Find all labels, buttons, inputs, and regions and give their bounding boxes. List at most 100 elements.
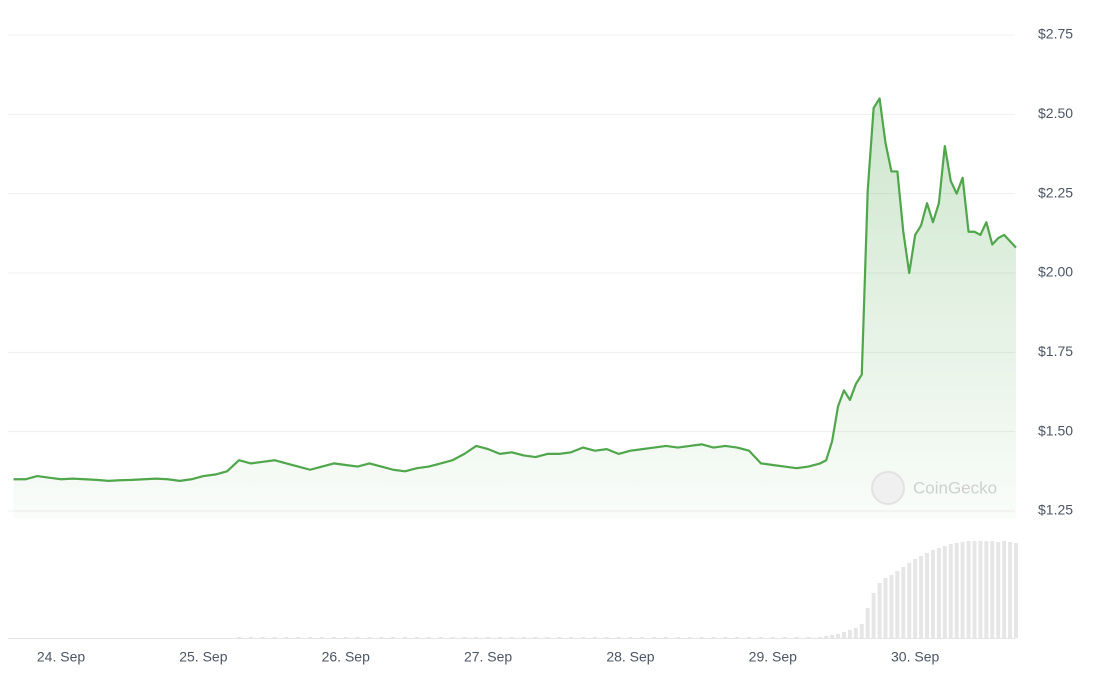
volume-bar — [236, 637, 241, 638]
y-tick-label: $1.25 — [1038, 502, 1073, 518]
volume-bar — [859, 624, 864, 638]
volume-bar — [687, 637, 692, 638]
volume-bar — [883, 578, 888, 638]
volume-bar — [836, 634, 841, 638]
volume-bar — [367, 637, 372, 638]
volume-bar — [521, 637, 526, 638]
volume-bar — [824, 636, 829, 638]
x-tick-label: 30. Sep — [891, 649, 939, 665]
watermark-text: CoinGecko — [913, 478, 997, 497]
volume-bar — [948, 544, 953, 638]
volume-bar — [414, 637, 419, 638]
volume-bar — [919, 556, 924, 638]
volume-bar — [260, 637, 265, 638]
volume-bar — [497, 637, 502, 638]
volume-bar — [331, 637, 336, 638]
watermark: CoinGecko — [871, 471, 997, 505]
volume-bar — [557, 637, 562, 638]
volume-bar — [652, 637, 657, 638]
y-tick-label: $1.75 — [1038, 343, 1073, 359]
volume-bar — [747, 637, 752, 638]
x-tick-label: 26. Sep — [322, 649, 370, 665]
volume-bar — [664, 637, 669, 638]
volume-bar — [913, 559, 918, 638]
volume-bar — [1002, 541, 1007, 638]
volume-bar — [806, 637, 811, 638]
y-tick-label: $2.75 — [1038, 26, 1073, 42]
watermark-logo — [871, 471, 905, 505]
volume-bar — [865, 608, 870, 638]
y-tick-label: $1.50 — [1038, 422, 1073, 438]
volume-bar — [841, 632, 846, 638]
volume-bar — [1008, 542, 1013, 638]
volume-bar — [616, 637, 621, 638]
volume-bar — [901, 567, 906, 638]
volume-bar — [320, 637, 325, 638]
volume-bar — [569, 637, 574, 638]
x-tick-label: 24. Sep — [37, 649, 85, 665]
volume-bar — [877, 583, 882, 638]
volume-bar — [675, 637, 680, 638]
volume-bar — [972, 541, 977, 638]
price-area — [13, 98, 1017, 518]
volume-bar — [990, 541, 995, 638]
volume-bar — [925, 553, 930, 638]
volume-bar — [942, 546, 947, 638]
price-line — [13, 97, 1017, 482]
y-tick-label: $2.50 — [1038, 105, 1073, 121]
volume-bar — [1014, 543, 1018, 638]
volume-bar — [628, 637, 633, 638]
volume-bar — [474, 637, 479, 638]
volume-bar — [984, 541, 989, 638]
volume-bar — [966, 541, 971, 638]
volume-bar — [284, 637, 289, 638]
volume-bar — [954, 543, 959, 638]
volume-bar — [711, 637, 716, 638]
volume-bar — [758, 637, 763, 638]
volume-bar — [907, 563, 912, 638]
volume-bar — [462, 637, 467, 638]
volume-bar — [580, 637, 585, 638]
volume-bar — [248, 637, 253, 638]
volume-bar — [355, 637, 360, 638]
x-tick-label: 29. Sep — [749, 649, 797, 665]
volume-bar — [978, 541, 983, 638]
volume-bar — [889, 575, 894, 638]
y-tick-label: $2.25 — [1038, 184, 1073, 200]
volume-bar — [545, 637, 550, 638]
volume-bar — [794, 637, 799, 638]
volume-bar — [438, 637, 443, 638]
volume-bar — [930, 550, 935, 638]
volume-bar — [996, 542, 1001, 638]
volume-bar — [604, 637, 609, 638]
volume-bar — [723, 637, 728, 638]
volume-bar — [533, 637, 538, 638]
volume-bar — [936, 548, 941, 638]
volume-bar — [450, 637, 455, 638]
y-tick-label: $2.00 — [1038, 264, 1073, 280]
volume-bar — [509, 637, 514, 638]
volume-bar — [272, 637, 277, 638]
volume-bar — [735, 637, 740, 638]
volume-bar — [699, 637, 704, 638]
volume-bar — [426, 637, 431, 638]
volume-bar — [847, 630, 852, 638]
volume-bar — [343, 637, 348, 638]
volume-bar — [770, 637, 775, 638]
volume-bar — [592, 637, 597, 638]
volume-bar — [853, 628, 858, 638]
volume-bar — [391, 637, 396, 638]
x-tick-label: 25. Sep — [179, 649, 227, 665]
volume-bar — [486, 637, 491, 638]
volume-bar — [640, 637, 645, 638]
volume-bar — [871, 593, 876, 638]
volume-bar — [782, 637, 787, 638]
volume-bar — [403, 637, 408, 638]
volume-bar — [960, 542, 965, 638]
x-tick-label: 28. Sep — [606, 649, 654, 665]
volume-bar — [296, 637, 301, 638]
x-tick-label: 27. Sep — [464, 649, 512, 665]
volume-bar — [379, 637, 384, 638]
